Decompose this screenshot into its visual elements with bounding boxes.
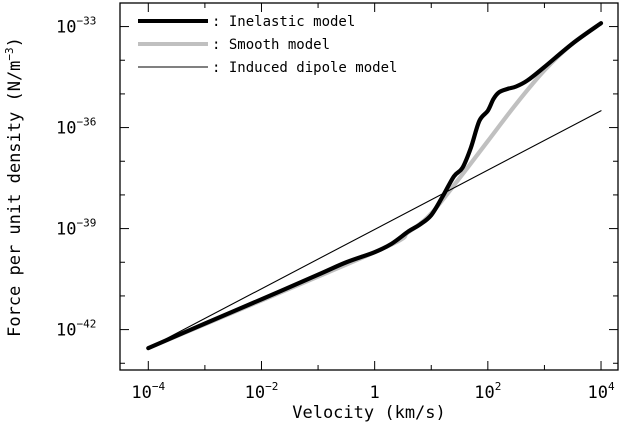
y-tick-label: 10−33	[56, 15, 96, 38]
series-line-inelastic	[146, 21, 604, 351]
x-tick-label: 102	[474, 380, 501, 403]
legend: : Inelastic model : Smooth model : Induc…	[138, 14, 397, 76]
series-layer	[146, 21, 604, 351]
x-tick-label: 104	[587, 380, 614, 403]
x-tick-labels: 10−4 10−2 1 102 104	[131, 380, 615, 403]
y-tick-label: 10−42	[56, 318, 96, 341]
y-tick-label: 10−39	[56, 217, 96, 240]
x-axis-label: Velocity (km/s)	[292, 403, 446, 423]
x-tick-label: 10−2	[245, 380, 279, 403]
y-axis-label-main: Force per unit density (N/m	[5, 61, 25, 337]
legend-label-dipole: : Induced dipole model	[212, 60, 397, 76]
y-axis-label-close: )	[5, 37, 25, 47]
y-axis-label: Force per unit density (N/m−3)	[3, 37, 25, 337]
y-axis-label-exponent: −3	[3, 47, 16, 60]
legend-label-inelastic: : Inelastic model	[212, 14, 355, 30]
tick-marks	[120, 3, 618, 370]
legend-label-smooth: : Smooth model	[212, 37, 330, 53]
x-tick-label: 1	[370, 383, 380, 403]
x-tick-label: 10−4	[131, 380, 165, 403]
y-tick-label: 10−36	[56, 116, 96, 139]
plot-frame	[119, 2, 619, 371]
y-tick-labels: 10−42 10−39 10−36 10−33	[56, 15, 96, 341]
series-line-dipole	[147, 110, 602, 349]
